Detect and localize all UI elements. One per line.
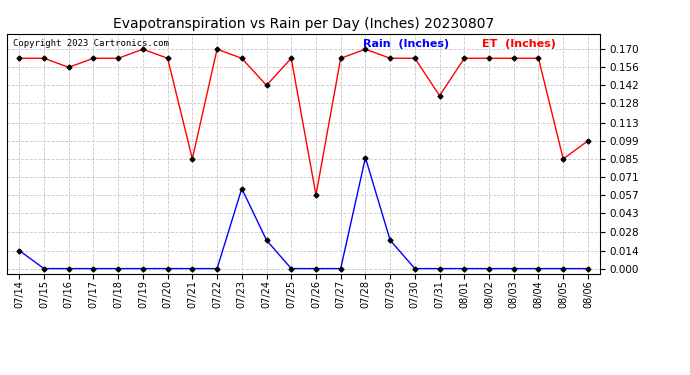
Text: Copyright 2023 Cartronics.com: Copyright 2023 Cartronics.com [13, 39, 169, 48]
Title: Evapotranspiration vs Rain per Day (Inches) 20230807: Evapotranspiration vs Rain per Day (Inch… [113, 17, 494, 31]
Text: ET  (Inches): ET (Inches) [482, 39, 555, 48]
Text: Rain  (Inches): Rain (Inches) [363, 39, 449, 48]
